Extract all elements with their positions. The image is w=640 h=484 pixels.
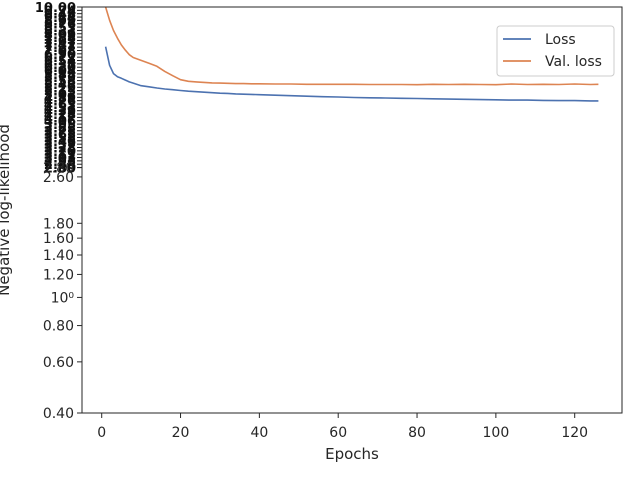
- y-tick-label-crowded: 5.58: [44, 75, 76, 90]
- y-tick-label-crowded: 6.90: [44, 48, 76, 63]
- y-tick-label: 1.60: [43, 231, 74, 247]
- y-tick-label-crowded: 7.27: [44, 41, 76, 56]
- x-axis-ticks: 0 20 40 60 80 100 120: [97, 413, 588, 441]
- y-tick-label-crowded: 9.48: [44, 8, 76, 23]
- y-tick-label-crowded: 9.74: [44, 4, 76, 19]
- y-tick-label-crowded: 3.95: [44, 118, 76, 133]
- y-tick-label: 10⁰: [51, 290, 75, 306]
- y-tick-label-crowded: 8.76: [44, 18, 76, 33]
- x-tick-label: 100: [483, 425, 510, 441]
- y-tick-label-crowded: 9.24: [44, 11, 76, 26]
- y-tick-label-crowded: 2.88: [44, 158, 76, 173]
- y-tick-label-crowded: 3.11: [44, 148, 76, 163]
- y-axis-label: Negative log-likelihood: [0, 124, 13, 296]
- legend-label: Val. loss: [545, 54, 602, 70]
- y-tick-label-crowded: 4.63: [44, 98, 76, 113]
- y-tick-label-crowded: 4.39: [44, 105, 76, 120]
- y-tick-label-crowded: 7.88: [44, 31, 76, 46]
- y-tick-label-crowded: 3.20: [44, 145, 76, 160]
- x-axis-label: Epochs: [325, 445, 379, 463]
- crowded-y-tick-labels: 2.802.882.953.033.113.203.283.373.463.55…: [35, 1, 82, 177]
- y-tick-label: 2.60: [43, 170, 74, 186]
- y-tick-label: 1.40: [43, 248, 74, 264]
- y-tick-label-crowded: 3.03: [44, 152, 76, 167]
- y-tick-label-crowded: 6.37: [44, 58, 76, 73]
- y-tick-label-crowded: 7.08: [44, 44, 76, 59]
- y-tick-label-crowded: 8.99: [44, 14, 76, 29]
- y-tick-label-crowded: 2.80: [44, 162, 76, 177]
- y-tick-label-crowded: 4.51: [44, 101, 76, 116]
- y-tick-label-crowded: 5.43: [44, 78, 76, 93]
- y-tick-label: 0.80: [43, 319, 74, 335]
- y-tick-label: 2.80: [43, 161, 74, 177]
- y-tick-label-crowded: 3.37: [44, 138, 76, 153]
- y-tick-label: 1.80: [43, 216, 74, 232]
- y-tick-label-crowded: 3.28: [44, 141, 76, 156]
- y-tick-label-crowded: 4.06: [44, 115, 76, 130]
- y-tick-label-crowded: 6.04: [44, 65, 76, 80]
- y-tick-label-crowded: 4.17: [44, 111, 76, 126]
- y-tick-label-crowded: 5.88: [44, 68, 76, 83]
- y-tick-label-crowded: 4.76: [44, 95, 76, 110]
- y-tick-label-crowded: 5.02: [44, 88, 76, 103]
- y-axis-ticks: 0.40 0.60 0.80 10⁰ 1.20 1.401.601.80 2.602.80: [43, 161, 82, 422]
- x-tick-label: 80: [408, 425, 426, 441]
- legend-label: Loss: [545, 32, 576, 48]
- y-tick-label-crowded: 8.31: [44, 24, 76, 39]
- x-tick-label: 120: [561, 425, 588, 441]
- x-tick-label: 0: [97, 425, 106, 441]
- y-tick-label: 1.20: [43, 267, 74, 283]
- plot-frame: [81, 6, 623, 414]
- y-tick-label-crowded: 3.55: [44, 131, 76, 146]
- y-tick-label-crowded: 5.29: [44, 81, 76, 96]
- series-layer: [104, 6, 599, 102]
- y-tick-label-crowded: 3.75: [44, 125, 76, 140]
- y-tick-label-crowded: 6.72: [44, 51, 76, 66]
- x-tick-label: 20: [172, 425, 190, 441]
- y-tick-label: 0.60: [43, 355, 74, 371]
- y-tick-label-crowded: 5.15: [44, 85, 76, 100]
- y-tick-label-crowded: 4.28: [44, 108, 76, 123]
- series-line-loss: [104, 46, 599, 102]
- y-tick-label-crowded: 10.00: [35, 1, 76, 16]
- y-tick-label-crowded: 3.65: [44, 128, 76, 143]
- y-tick-label-crowded: 2.95: [44, 155, 76, 170]
- y-tick-label-crowded: 5.73: [44, 71, 76, 86]
- x-tick-label: 40: [250, 425, 268, 441]
- y-tick-label-crowded: 3.85: [44, 121, 76, 136]
- x-tick-label: 60: [329, 425, 347, 441]
- y-tick-label: 0.40: [43, 406, 74, 422]
- y-tick-label-crowded: 3.46: [44, 135, 76, 150]
- y-tick-label-crowded: 4.89: [44, 91, 76, 106]
- y-tick-label-crowded: 7.47: [44, 38, 76, 53]
- y-tick-label-crowded: 8.09: [44, 28, 76, 43]
- y-tick-label-crowded: 6.20: [44, 61, 76, 76]
- legend: Loss Val. loss: [496, 25, 615, 77]
- y-tick-label-crowded: 7.67: [44, 34, 76, 49]
- series-line-val-loss: [104, 6, 599, 86]
- y-tick-label-crowded: 6.54: [44, 55, 76, 70]
- y-tick-label-crowded: 8.53: [44, 21, 76, 36]
